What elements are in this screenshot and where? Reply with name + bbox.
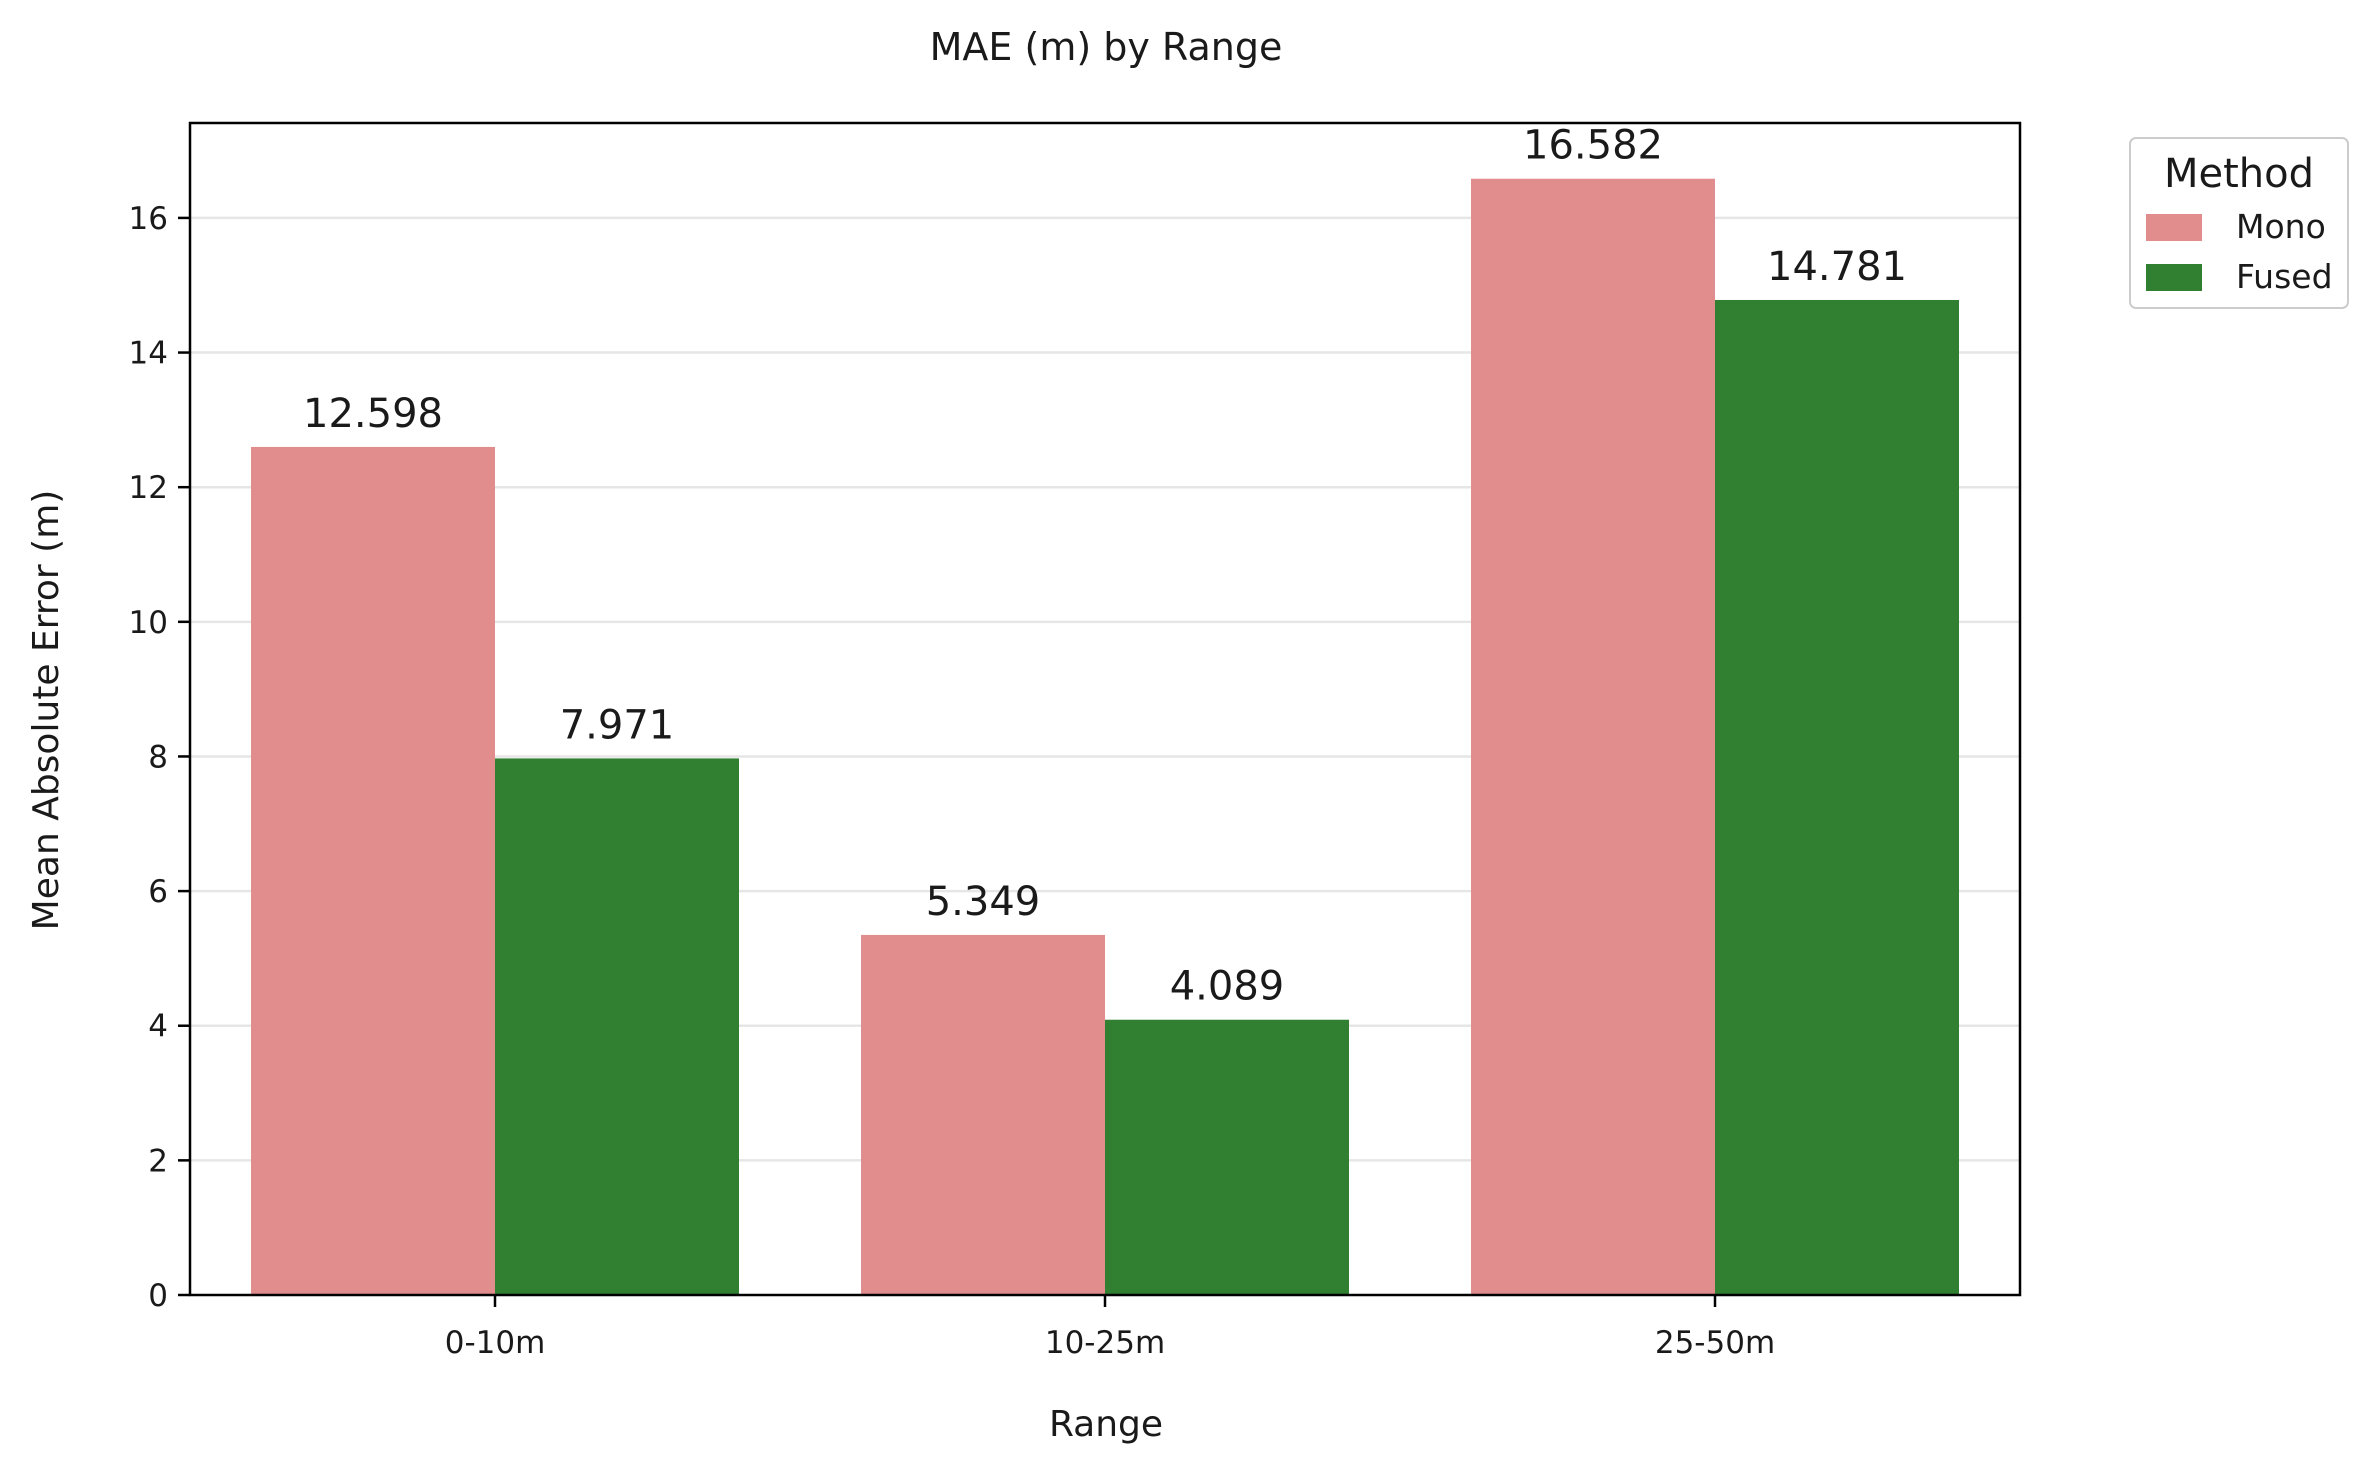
y-tick-label: 8 [148,739,168,775]
y-tick-label: 0 [148,1278,168,1314]
x-axis-label: Range [1049,1404,1163,1445]
y-axis-label: Mean Absolute Error (m) [26,490,67,931]
y-tick-label: 10 [129,605,168,641]
bar-mono [861,934,1105,1295]
x-tick-label: 10-25m [1045,1325,1165,1361]
y-tick-label: 2 [148,1143,168,1179]
bar-fused [1105,1019,1349,1295]
value-labels: 12.598 7.971 5.349 4.089 16.582 14.781 [303,123,1907,1010]
y-tick-label: 14 [129,336,168,372]
y-tick-label: 12 [129,470,168,506]
bars [251,178,1959,1296]
legend-swatch-fused [2146,264,2202,291]
legend-label: Mono [2236,207,2326,246]
bar-fused [1715,299,1959,1296]
bar-value-label: 7.971 [560,702,675,748]
bar-value-label: 16.582 [1523,123,1663,169]
y-tick-label: 16 [129,201,168,237]
legend-title: Method [2164,151,2314,197]
bar-value-label: 5.349 [926,879,1041,925]
x-tick-label: 25-50m [1655,1325,1775,1361]
x-tick-label: 0-10m [445,1325,546,1361]
legend-label: Fused [2236,257,2333,296]
bar-value-label: 12.598 [303,391,443,437]
y-tick-label: 6 [148,874,168,910]
legend: Method Mono Fused [2129,137,2349,309]
legend-swatch-mono [2146,214,2202,241]
bar-fused [495,758,739,1295]
y-tick-label: 4 [148,1009,168,1045]
y-axis-ticks: 0 2 4 6 8 10 12 14 16 [129,201,190,1314]
bar-value-label: 14.781 [1767,244,1907,290]
bar-mono [1471,178,1715,1295]
bar-value-label: 4.089 [1170,964,1285,1010]
x-axis-ticks: 0-10m 10-25m 25-50m [445,1295,1775,1361]
chart-title: MAE (m) by Range [930,25,1283,69]
bar-mono [251,446,495,1295]
